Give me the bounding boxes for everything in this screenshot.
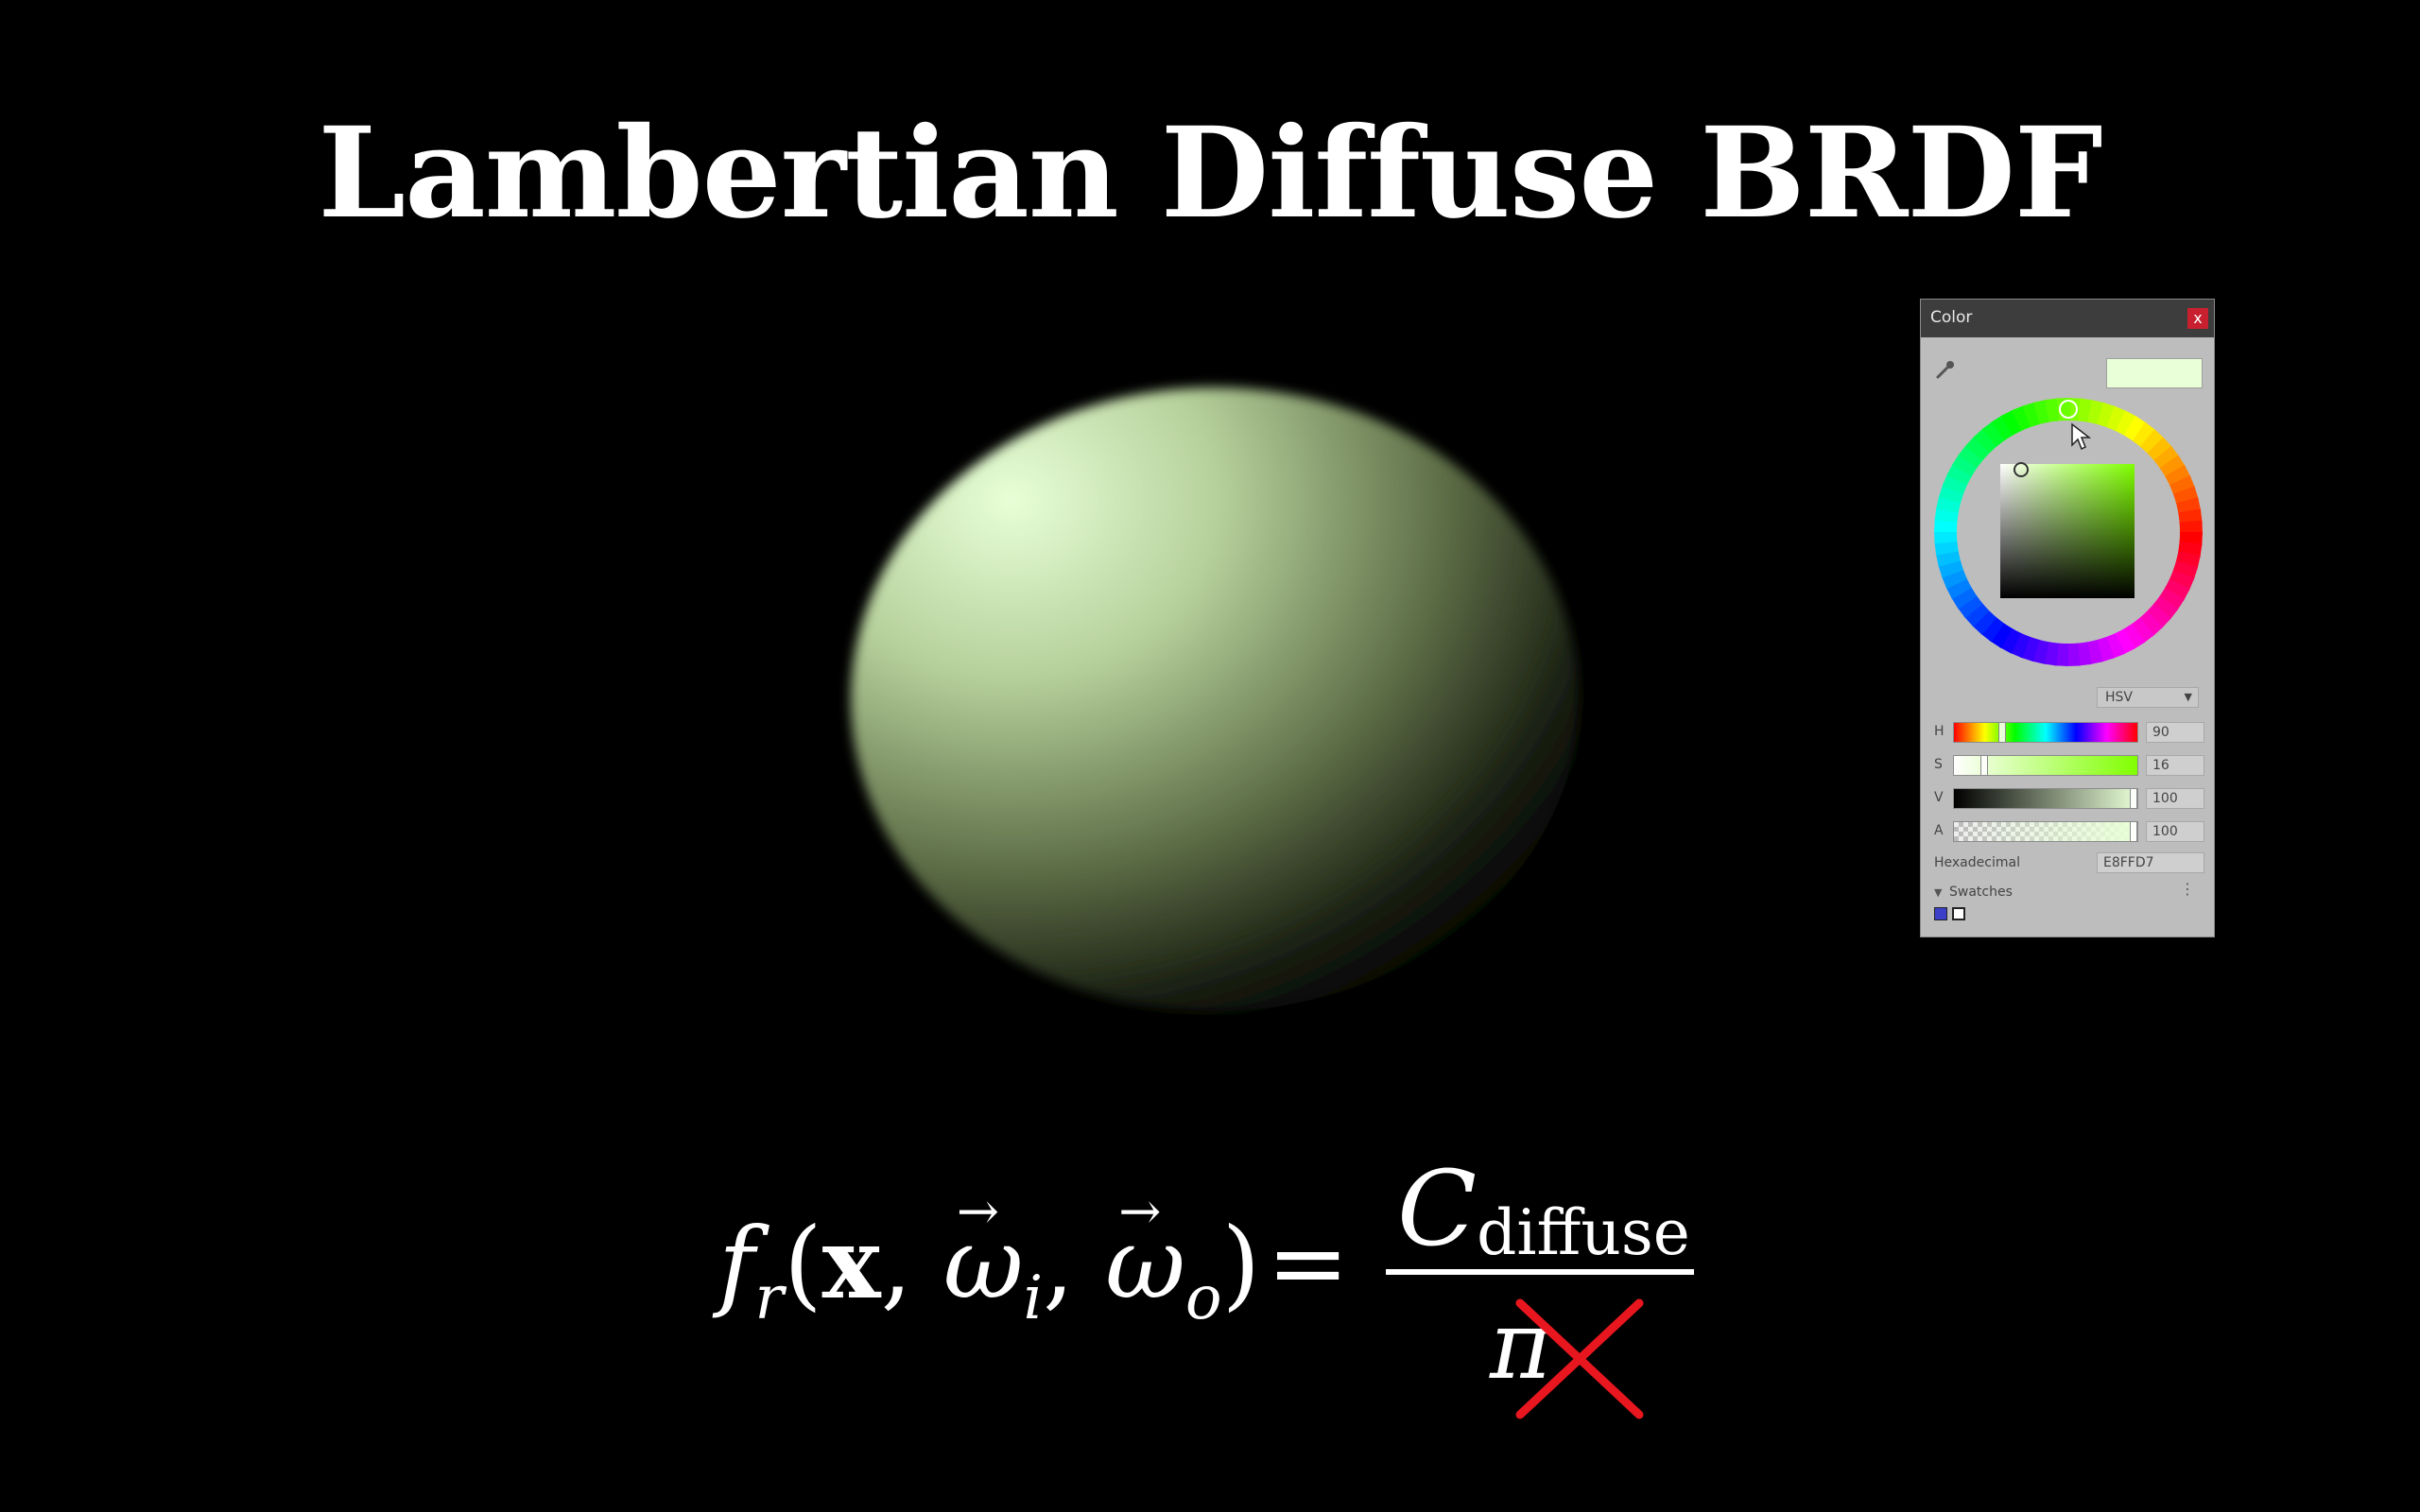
close-paren: ): [1221, 1206, 1261, 1321]
omega-symbol: ω: [1105, 1206, 1186, 1321]
value-value-field[interactable]: 100: [2146, 788, 2204, 809]
swatch-blue[interactable]: [1934, 907, 1947, 920]
equals-sign: =: [1267, 1205, 1350, 1320]
saturation-slider-handle[interactable]: [1980, 755, 1988, 776]
close-button[interactable]: x: [2187, 308, 2208, 329]
hue-slider-row: H 90: [1921, 721, 2214, 744]
kebab-menu-icon[interactable]: ⋮: [2180, 880, 2195, 898]
comma-1: ,: [880, 1206, 912, 1321]
omega-symbol: ω: [942, 1206, 1024, 1321]
omega-i-vector: → ω: [942, 1181, 1024, 1321]
slide-title: Lambertian Diffuse BRDF: [318, 100, 2102, 247]
fraction-bar: [1386, 1269, 1694, 1275]
value-slider[interactable]: [1953, 788, 2138, 809]
panel-title: Color: [1930, 308, 1973, 327]
value-label: V: [1934, 790, 1944, 805]
hue-value-field[interactable]: 90: [2146, 722, 2204, 743]
saturation-label: S: [1934, 757, 1943, 772]
comma-2: ,: [1043, 1206, 1075, 1321]
brdf-equation: fr(x, → ωi, → ωo) = Cdiffuse π: [718, 1148, 1702, 1432]
hue-handle[interactable]: [2059, 400, 2078, 419]
alpha-value-field[interactable]: 100: [2146, 821, 2204, 842]
vector-arrow-icon: →: [1118, 1181, 1162, 1241]
c-symbol: C: [1397, 1148, 1478, 1269]
hue-slider[interactable]: [1953, 722, 2138, 743]
hue-wheel[interactable]: [1930, 394, 2206, 670]
r-subscript: r: [754, 1263, 785, 1333]
color-picker-panel: Color x HSV ▼ H: [1920, 299, 2215, 937]
o-subscript: o: [1185, 1263, 1222, 1333]
color-mode-value: HSV: [2105, 690, 2133, 705]
hue-slider-handle[interactable]: [1998, 722, 2006, 743]
x-symbol: x: [821, 1205, 881, 1321]
saturation-slider-row: S 16: [1921, 754, 2214, 777]
omega-o-vector: → ω: [1105, 1181, 1186, 1321]
diffuse-subscript: diffuse: [1477, 1196, 1690, 1269]
alpha-label: A: [1934, 823, 1944, 838]
hex-label: Hexadecimal: [1934, 855, 2020, 870]
equation-lhs: fr(x, → ωi, → ωo): [718, 1181, 1261, 1333]
value-slider-handle[interactable]: [2130, 788, 2137, 809]
sv-handle[interactable]: [2014, 462, 2029, 477]
swatch-white[interactable]: [1952, 907, 1965, 920]
i-subscript: i: [1023, 1263, 1044, 1333]
color-preview-swatch: [2106, 358, 2203, 388]
alpha-slider-row: A 100: [1921, 820, 2214, 843]
red-cross-icon: [1515, 1298, 1644, 1419]
cursor-icon: [2071, 422, 2091, 451]
color-mode-select[interactable]: HSV ▼: [2097, 687, 2199, 708]
alpha-slider[interactable]: [1953, 821, 2138, 842]
fraction: Cdiffuse π: [1386, 1148, 1694, 1432]
open-paren: (: [784, 1206, 822, 1321]
swatches-caret-icon[interactable]: ▼: [1934, 886, 1943, 899]
eyedropper-icon[interactable]: [1934, 358, 1957, 381]
alpha-slider-handle[interactable]: [2130, 821, 2137, 842]
f-symbol: f: [718, 1206, 755, 1321]
chevron-down-icon: ▼: [2184, 691, 2192, 703]
swatches-label[interactable]: Swatches: [1949, 885, 2013, 900]
vector-arrow-icon: →: [956, 1181, 1000, 1241]
hue-label: H: [1934, 724, 1945, 739]
panel-titlebar[interactable]: Color x: [1921, 300, 2214, 337]
hex-input[interactable]: E8FFD7: [2097, 852, 2204, 873]
numerator: Cdiffuse: [1397, 1148, 1690, 1269]
value-slider-row: V 100: [1921, 787, 2214, 810]
saturation-slider[interactable]: [1953, 755, 2138, 776]
saturation-value-field[interactable]: 16: [2146, 755, 2204, 776]
